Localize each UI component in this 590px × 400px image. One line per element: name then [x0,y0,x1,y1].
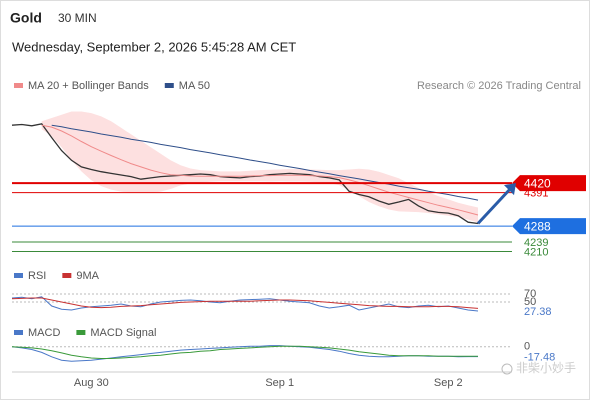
last-value-label: 27.38 [524,306,552,318]
date: Wednesday, September 2, 2026 5:45:28 AM … [12,39,296,54]
legend-label: MA 50 [179,80,210,92]
level-label: 4420 [524,176,551,190]
y-tick-label: 50 [524,296,536,308]
level-label: 4391 [524,187,548,199]
x-tick-label: Sep 1 [265,377,294,389]
legend-swatch [14,273,23,278]
series-line [51,124,479,201]
last-value-label: -17.48 [524,351,555,363]
forecast-arrow [476,188,512,225]
level-box [512,218,586,235]
y-tick-label: 70 [524,288,536,300]
legend-label: 9MA [76,270,99,282]
watermark: 非柴小妙手 [516,361,576,375]
level-label: 4239 [524,237,548,249]
legend-label: RSI [28,270,46,282]
watermark-icon [501,363,513,375]
legend-swatch [14,83,23,88]
chart-subtitle: 30 MIN [58,11,97,25]
y-tick-label: 0 [524,341,530,353]
legend-swatch [76,330,86,335]
bollinger-band [41,111,478,223]
forecast-arrow-head [504,183,516,196]
legend-label: MA 20 + Bollinger Bands [28,80,149,92]
price-line [11,123,479,225]
series-line [11,345,478,359]
level-label: 4210 [524,246,548,258]
level-label: 4288 [524,219,551,233]
x-tick-label: Aug 30 [74,377,109,389]
legend-swatch [14,330,23,335]
legend-label: MACD Signal [90,327,156,339]
source: Research © 2026 Trading Central [417,80,581,92]
x-tick-label: Sep 2 [434,377,463,389]
series-line [11,297,479,309]
chart-title: Gold [10,10,42,26]
legend-swatch [62,273,72,278]
legend-swatch [164,83,174,88]
series-line [11,296,479,312]
level-box [512,175,586,192]
legend-label: MACD [28,327,60,339]
series-line [41,124,479,216]
